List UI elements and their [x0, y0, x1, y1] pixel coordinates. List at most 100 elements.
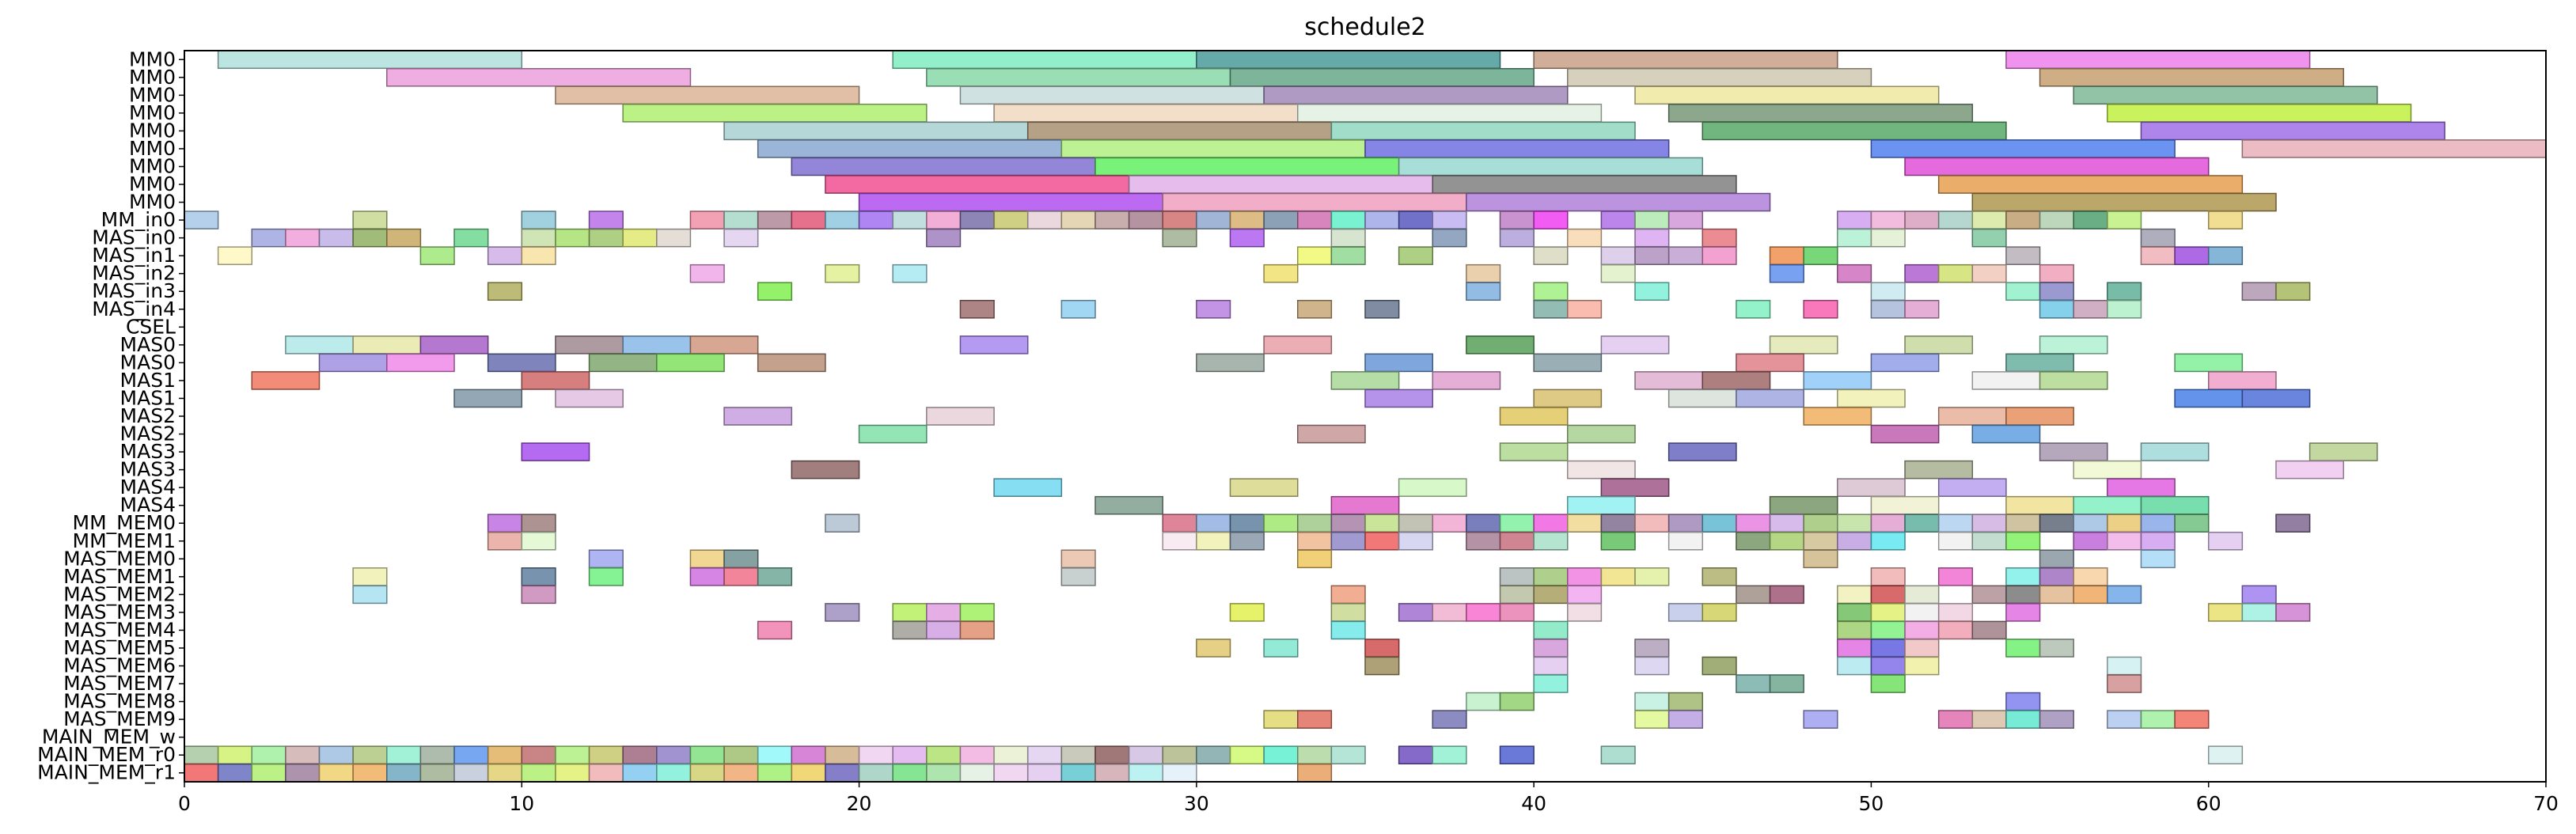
task-bar: [1634, 567, 1670, 586]
task-bar: [217, 745, 253, 764]
task-bar: [1803, 549, 1838, 569]
task-bar: [1567, 567, 1603, 586]
task-bar: [1769, 674, 1804, 693]
task-bar: [1904, 514, 1940, 533]
task-bar: [2073, 210, 2108, 229]
task-bar: [656, 353, 725, 373]
task-bar: [689, 263, 725, 283]
task-bar: [1364, 531, 1400, 551]
task-bar: [2107, 514, 2142, 533]
task-bar: [993, 210, 1029, 229]
task-bar: [2039, 710, 2074, 729]
task-bar: [2005, 246, 2041, 265]
task-bar: [1837, 514, 1872, 533]
task-bar: [2309, 442, 2378, 461]
task-bar: [2275, 603, 2311, 622]
y-tick-label: MM0: [129, 172, 176, 195]
task-bar: [1567, 585, 1603, 605]
task-bar: [892, 210, 928, 229]
task-bar: [1736, 531, 1771, 551]
task-bar: [1466, 192, 1771, 212]
task-bar: [1060, 549, 1096, 569]
task-bar: [2241, 389, 2311, 408]
task-bar: [1229, 514, 1265, 533]
task-bar: [1499, 514, 1535, 533]
task-bar: [1600, 531, 1636, 551]
task-bar: [453, 228, 489, 248]
task-bar: [352, 763, 388, 783]
task-bar: [926, 620, 962, 640]
task-bar: [1736, 514, 1771, 533]
task-bar: [1095, 157, 1400, 176]
task-bar: [2005, 514, 2041, 533]
task-bar: [1971, 210, 2007, 229]
task-bar: [2073, 585, 2108, 605]
task-bar: [825, 603, 860, 622]
task-bar: [1667, 603, 1704, 622]
task-bar: [825, 514, 860, 533]
task-bar: [1263, 745, 1299, 764]
task-bar: [1229, 531, 1265, 551]
task-bar: [926, 407, 995, 426]
task-bar: [1398, 514, 1434, 533]
task-bar: [1904, 299, 1940, 319]
task-bar: [1769, 585, 1804, 605]
task-bar: [318, 745, 354, 764]
task-bar: [1533, 389, 1603, 408]
task-bar: [2140, 228, 2176, 248]
task-bar: [959, 603, 995, 622]
task-bar: [723, 567, 759, 586]
y-tick-label: MAS4: [120, 494, 176, 517]
task-bar: [1600, 567, 1636, 586]
task-bar: [318, 228, 354, 248]
task-bar: [521, 514, 556, 533]
task-bar: [622, 228, 658, 248]
task-bar: [1870, 531, 1906, 551]
task-bar: [689, 210, 725, 229]
task-bar: [1533, 620, 1569, 640]
task-bar: [1870, 620, 1906, 640]
task-bar: [555, 389, 624, 408]
task-bar: [1196, 353, 1265, 373]
task-bar: [2005, 603, 2041, 622]
task-bar: [521, 763, 556, 783]
task-bar: [757, 282, 793, 301]
task-bar: [555, 745, 590, 764]
x-tick-label: 50: [1859, 792, 1884, 815]
task-bar: [1904, 620, 1940, 640]
task-bar: [521, 442, 590, 461]
task-bar: [1837, 389, 1906, 408]
task-bar: [1499, 567, 1535, 586]
task-bar: [2039, 567, 2074, 586]
task-bar: [1263, 514, 1299, 533]
task-bar: [825, 263, 860, 283]
task-bar: [1667, 692, 1704, 711]
task-bar: [1466, 263, 1501, 283]
task-bar: [1162, 514, 1197, 533]
task-bar: [1499, 603, 1535, 622]
task-bar: [1937, 620, 1974, 640]
task-bar: [1937, 567, 1974, 586]
task-bar: [1702, 514, 1737, 533]
task-bar: [1026, 121, 1333, 141]
task-bar: [1533, 567, 1569, 586]
task-bar: [1162, 210, 1197, 229]
task-bar: [1769, 263, 1804, 283]
task-bar: [453, 763, 489, 783]
task-bar: [1870, 210, 1906, 229]
task-bar: [1634, 210, 1670, 229]
task-bar: [2073, 531, 2108, 551]
task-bar: [1937, 710, 1974, 729]
task-bar: [622, 763, 658, 783]
y-tick-label: MAS_MEM4: [63, 618, 176, 641]
task-bar: [892, 50, 1197, 70]
task-bar: [757, 763, 793, 783]
task-bar: [1095, 495, 1163, 515]
task-bar: [1971, 192, 2277, 212]
task-bar: [2174, 389, 2244, 408]
task-bar: [1364, 353, 1434, 373]
task-bar: [689, 335, 759, 354]
task-bar: [959, 335, 1029, 354]
task-bar: [1330, 371, 1400, 390]
task-bar: [1263, 335, 1333, 354]
